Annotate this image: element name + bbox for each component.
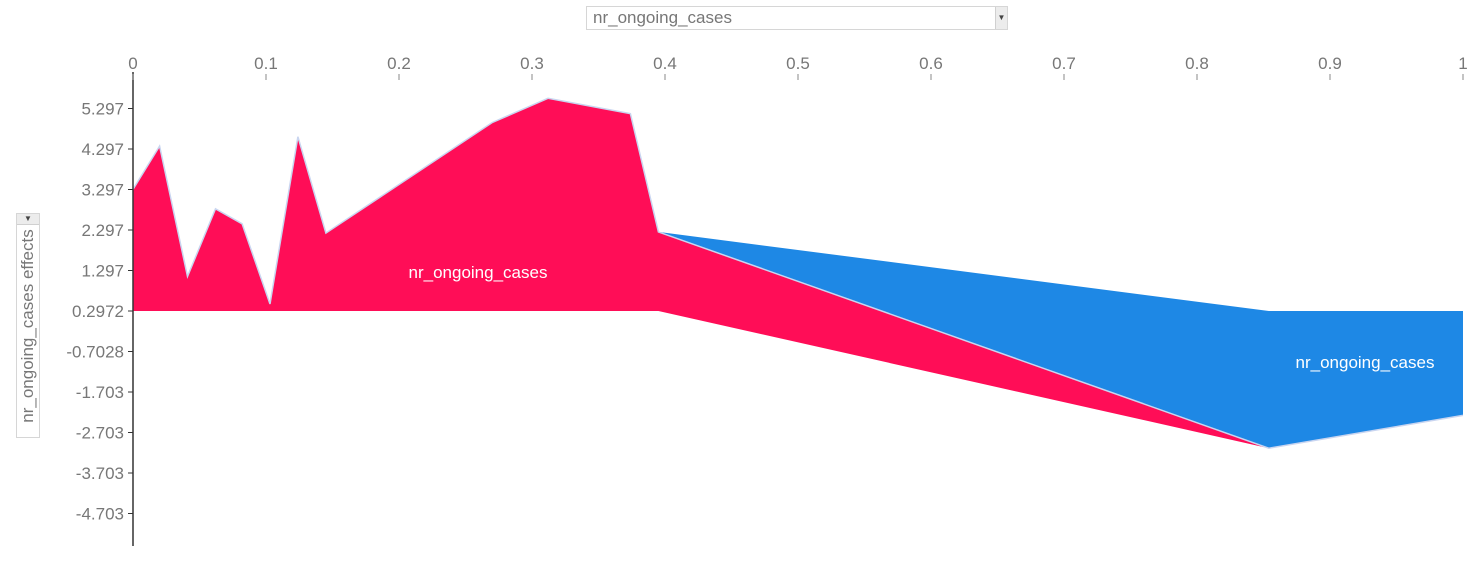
x-tick-label: 0.7 — [1052, 54, 1076, 73]
y-tick-label: -0.7028 — [66, 343, 124, 362]
y-axis: 5.297 4.297 3.297 2.297 1.297 0.2972 -0.7028 -1… — [66, 80, 134, 546]
y-tick-label: 4.297 — [81, 140, 124, 159]
x-tick-label: 1 — [1458, 54, 1467, 73]
y-tick-label: 5.297 — [81, 100, 124, 119]
y-tick-label: 2.297 — [81, 221, 124, 240]
negative-area-label: nr_ongoing_cases — [1296, 353, 1435, 372]
y-tick-label: 0.2972 — [72, 302, 124, 321]
positive-area-label: nr_ongoing_cases — [409, 263, 548, 282]
y-tick-label: 1.297 — [81, 262, 124, 281]
x-feature-select[interactable]: nr_ongoing_cases ▼ — [586, 6, 1008, 30]
x-tick-label: 0.2 — [387, 54, 411, 73]
y-feature-select[interactable]: ▼ nr_ongoing_cases effects — [16, 213, 40, 438]
y-tick-label: 3.297 — [81, 181, 124, 200]
negative-effect-area — [658, 231, 1463, 449]
x-select-dropdown-arrow-icon[interactable]: ▼ — [995, 7, 1007, 29]
positive-effect-area — [133, 98, 1269, 449]
x-tick-label: 0.5 — [786, 54, 810, 73]
x-tick-label: 0.6 — [919, 54, 943, 73]
force-areas — [132, 97, 1464, 449]
area-labels: nr_ongoing_cases nr_ongoing_cases — [409, 263, 1435, 372]
y-select-dropdown-arrow-icon[interactable]: ▼ — [17, 214, 39, 225]
y-tick-label: -2.703 — [76, 424, 124, 443]
x-tick-label: 0.1 — [254, 54, 278, 73]
x-tick-label: 0 — [128, 54, 137, 73]
x-feature-select-value: nr_ongoing_cases — [593, 8, 732, 27]
effect-outline-line — [132, 97, 1464, 449]
x-tick-label: 0.9 — [1318, 54, 1342, 73]
x-axis: 0 0.1 0.2 0.3 0.4 0.5 0.6 0.7 0.8 0.9 1 — [128, 54, 1468, 80]
x-tick-label: 0.8 — [1185, 54, 1209, 73]
y-tick-label: -4.703 — [76, 505, 124, 524]
y-tick-label: -3.703 — [76, 464, 124, 483]
x-tick-label: 0.4 — [653, 54, 677, 73]
x-tick-label: 0.3 — [520, 54, 544, 73]
y-tick-label: -1.703 — [76, 383, 124, 402]
